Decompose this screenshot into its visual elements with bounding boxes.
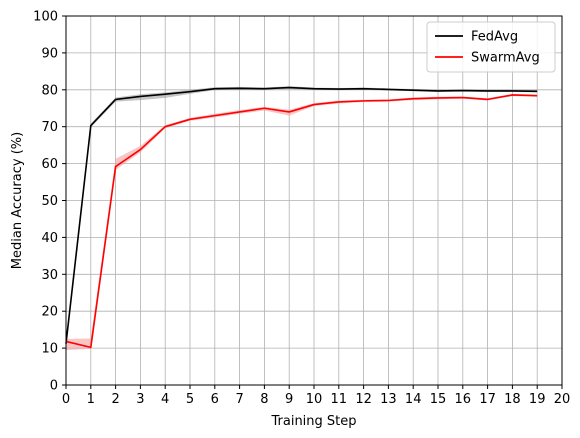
- x-tick-label: 0: [62, 392, 70, 407]
- x-tick-label: 18: [504, 392, 521, 407]
- series-line-swarmavg: [65, 94, 538, 349]
- x-tick-label: 5: [186, 392, 194, 407]
- y-tick-label: 30: [41, 268, 58, 283]
- x-tick-label: 7: [235, 392, 243, 407]
- y-tick-label: 80: [41, 83, 58, 98]
- x-tick-label: 17: [479, 392, 496, 407]
- x-tick-label: 10: [306, 392, 323, 407]
- x-tick-label: 1: [87, 392, 95, 407]
- x-tick-label: 15: [430, 392, 447, 407]
- x-axis-ticks: 0 1 2 3 4 5 6 7 8 9 10 11 12 13 14 15 16 17 18 19 20: [62, 385, 570, 407]
- y-tick-label: 100: [33, 10, 58, 25]
- y-tick-label: 50: [41, 194, 58, 209]
- series-band-fedavg: [66, 86, 538, 346]
- x-tick-label: 4: [161, 392, 169, 407]
- confidence-bands: [66, 86, 538, 350]
- x-tick-label: 8: [260, 392, 268, 407]
- x-tick-label: 20: [554, 392, 571, 407]
- x-tick-label: 6: [211, 392, 219, 407]
- x-tick-label: 9: [285, 392, 293, 407]
- y-tick-label: 40: [41, 231, 58, 246]
- y-tick-label: 10: [41, 342, 58, 357]
- x-tick-label: 16: [455, 392, 472, 407]
- x-tick-label: 11: [331, 392, 348, 407]
- grid: [65, 15, 563, 386]
- legend-entry: FedAvg: [471, 30, 518, 45]
- legend-box: [426, 21, 556, 73]
- x-tick-label: 14: [405, 392, 422, 407]
- y-tick-label: 70: [41, 120, 58, 135]
- y-tick-label: 0: [50, 379, 58, 394]
- y-axis-ticks: 0 10 20 30 40 50 60 70 80 90 100: [33, 10, 66, 394]
- x-tick-label: 3: [136, 392, 144, 407]
- series-line-fedavg: [65, 86, 538, 344]
- x-tick-label: 12: [355, 392, 372, 407]
- legend: FedAvg SwarmAvg: [426, 21, 556, 73]
- series-lines: [65, 86, 538, 349]
- x-axis-label: Training Step: [270, 414, 356, 429]
- legend-entry: SwarmAvg: [471, 51, 540, 66]
- x-tick-label: 2: [111, 392, 119, 407]
- y-tick-label: 20: [41, 305, 58, 320]
- y-tick-label: 60: [41, 157, 58, 172]
- x-tick-label: 19: [529, 392, 546, 407]
- y-axis-label: Median Accuracy (%): [10, 132, 25, 269]
- y-tick-label: 90: [41, 46, 58, 61]
- x-tick-label: 13: [380, 392, 397, 407]
